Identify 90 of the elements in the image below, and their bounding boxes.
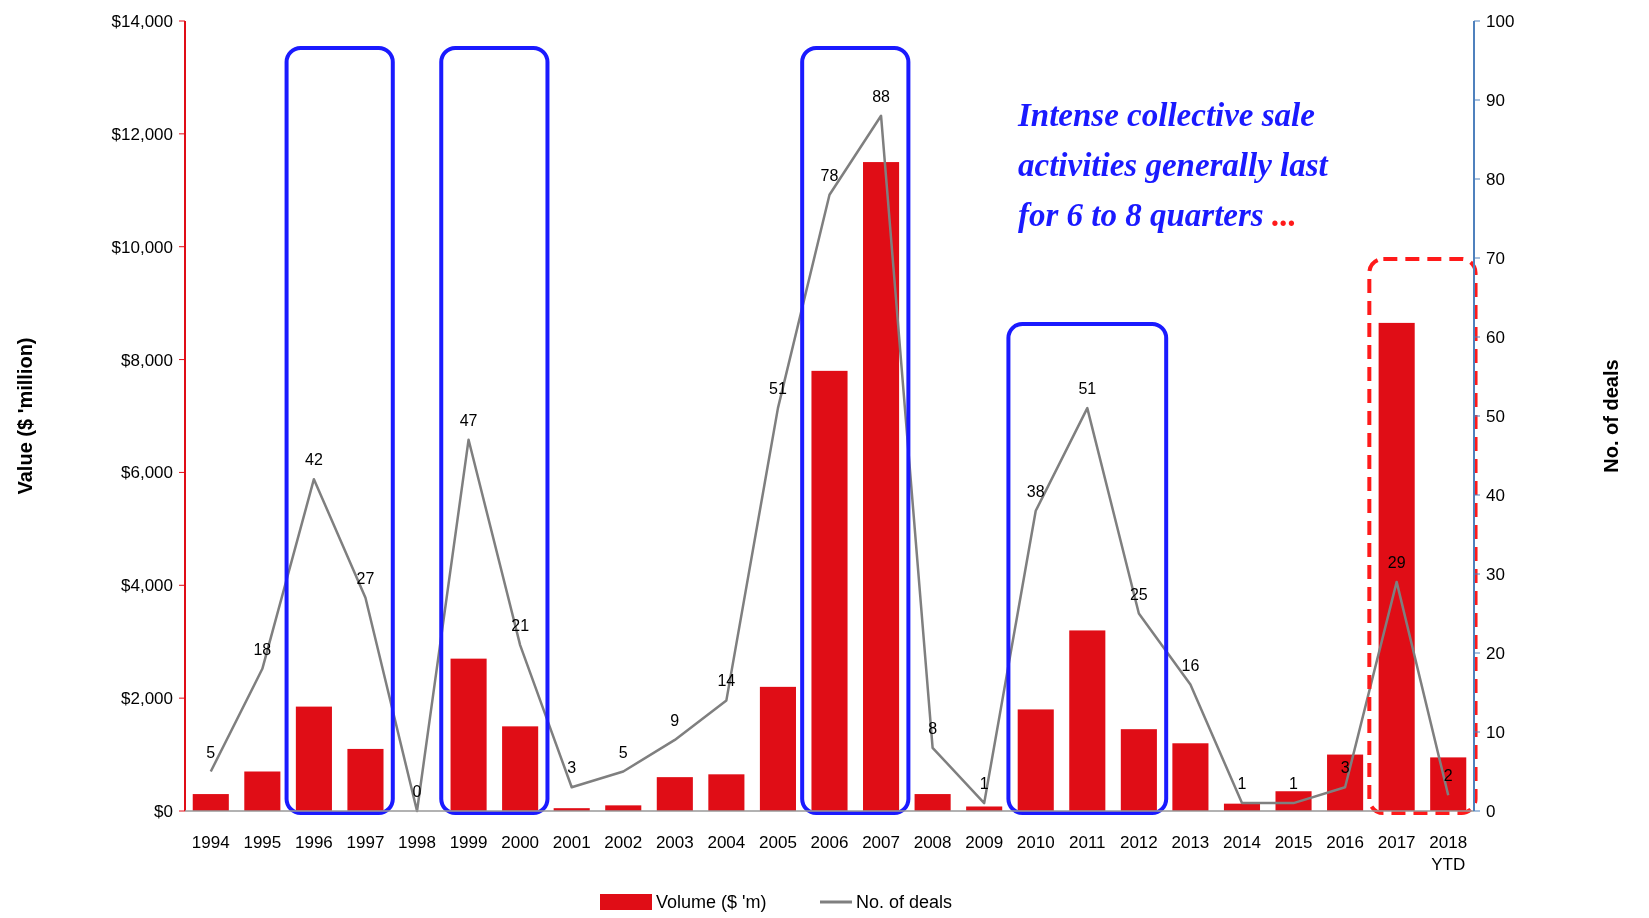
data-label: 42	[305, 451, 323, 469]
bar	[1120, 729, 1157, 811]
y2-tick-label: 100	[1486, 12, 1515, 31]
y2-tick-label: 90	[1486, 91, 1505, 110]
data-label: 25	[1129, 585, 1148, 603]
y-tick-label: $10,000	[111, 237, 173, 257]
data-label: 78	[820, 166, 839, 184]
bar	[502, 726, 539, 811]
x-tick-label: 2008	[913, 833, 952, 852]
y-tick-label: $6,000	[121, 463, 173, 483]
data-label: 27	[356, 569, 375, 587]
data-label: 38	[1026, 482, 1045, 500]
data-label: 9	[670, 711, 680, 729]
y2-axis-title: No. of deals	[1600, 359, 1622, 473]
bar	[295, 706, 332, 811]
x-tick-label: 2004	[707, 833, 746, 852]
bar	[759, 686, 796, 811]
y2-tick-label: 20	[1486, 644, 1505, 663]
data-label: 0	[412, 783, 422, 800]
data-label: 18	[253, 640, 272, 658]
x-tick-label: 2006	[810, 833, 849, 852]
data-label: 5	[618, 743, 628, 761]
data-label: 29	[1387, 553, 1406, 571]
bar	[244, 771, 281, 811]
x-tick-label: 2010	[1016, 833, 1055, 852]
x-tick-label: 2013	[1171, 833, 1210, 852]
y-tick-label: $14,000	[111, 12, 173, 31]
data-label: 1	[1289, 775, 1299, 793]
x-tick-label: 2017	[1377, 833, 1416, 852]
bar	[450, 658, 487, 811]
data-label: 1	[1237, 775, 1247, 793]
x-tick-label: 2014	[1223, 833, 1261, 852]
y2-tick-label: 80	[1486, 170, 1505, 189]
data-label: 51	[1078, 380, 1097, 398]
y-tick-label: $12,000	[111, 124, 173, 144]
bar	[1430, 757, 1467, 811]
data-label: 14	[717, 672, 736, 690]
bar	[811, 370, 848, 811]
y-tick-label: $8,000	[121, 350, 173, 370]
bar	[192, 794, 229, 811]
x-tick-label: 2015	[1274, 833, 1313, 852]
legend-label: Volume ($ 'm)	[656, 892, 767, 912]
data-label: 2	[1443, 767, 1453, 785]
y2-tick-label: 70	[1486, 249, 1505, 268]
x-tick-label: 2001	[552, 833, 591, 852]
x-tick-label: 2012	[1119, 833, 1158, 852]
x-tick-label: 1998	[398, 833, 436, 852]
bar	[1069, 630, 1106, 811]
bar	[656, 777, 693, 811]
x-tick-label: 2002	[604, 833, 643, 852]
x-tick-label: 2000	[501, 833, 540, 852]
data-label: 47	[459, 411, 478, 429]
bar	[1172, 743, 1209, 811]
y2-tick-label: 50	[1486, 407, 1505, 426]
data-label: 21	[511, 617, 530, 635]
bar	[347, 748, 384, 811]
data-label: 1	[979, 775, 989, 793]
x-tick-label: 2003	[655, 833, 694, 852]
y-axis-title: Value ($ 'million)	[14, 337, 36, 495]
x-tick-label: 2018 YTD	[1429, 833, 1468, 874]
data-label: 8	[928, 719, 938, 737]
annotation: Intense collective sale activities generally last for 6 to 8 quarters ...	[1017, 97, 1329, 233]
y2-tick-label: 0	[1486, 802, 1496, 821]
x-tick-label: 1995	[243, 833, 282, 852]
y2-tick-label: 30	[1486, 565, 1505, 584]
y-tick-label: $2,000	[121, 689, 173, 709]
bar	[1017, 709, 1054, 811]
data-label: 51	[769, 380, 787, 398]
x-tick-label: 1996	[294, 833, 333, 852]
data-label: 3	[567, 759, 577, 777]
y-tick-label: $0	[154, 802, 173, 821]
y2-tick-label: 60	[1486, 328, 1505, 347]
y-tick-label: $4,000	[121, 576, 173, 596]
x-tick-label: 2005	[759, 833, 797, 852]
x-tick-label: 1994	[191, 833, 230, 852]
x-tick-label: 1999	[449, 833, 488, 852]
data-label: 3	[1340, 759, 1350, 777]
x-tick-label: 2016	[1326, 833, 1365, 852]
x-tick-label: 2007	[862, 833, 900, 852]
data-label: 16	[1181, 656, 1200, 674]
data-label: 88	[872, 87, 891, 105]
data-label: 5	[206, 743, 216, 761]
x-tick-label: 2011	[1069, 833, 1106, 852]
y2-tick-label: 40	[1486, 486, 1505, 505]
x-tick-label: 1997	[346, 833, 385, 852]
bar	[708, 774, 745, 811]
x-tick-label: 2009	[965, 833, 1004, 852]
y2-tick-label: 10	[1486, 723, 1505, 742]
legend-label: No. of deals	[856, 892, 953, 912]
bar	[914, 794, 951, 811]
